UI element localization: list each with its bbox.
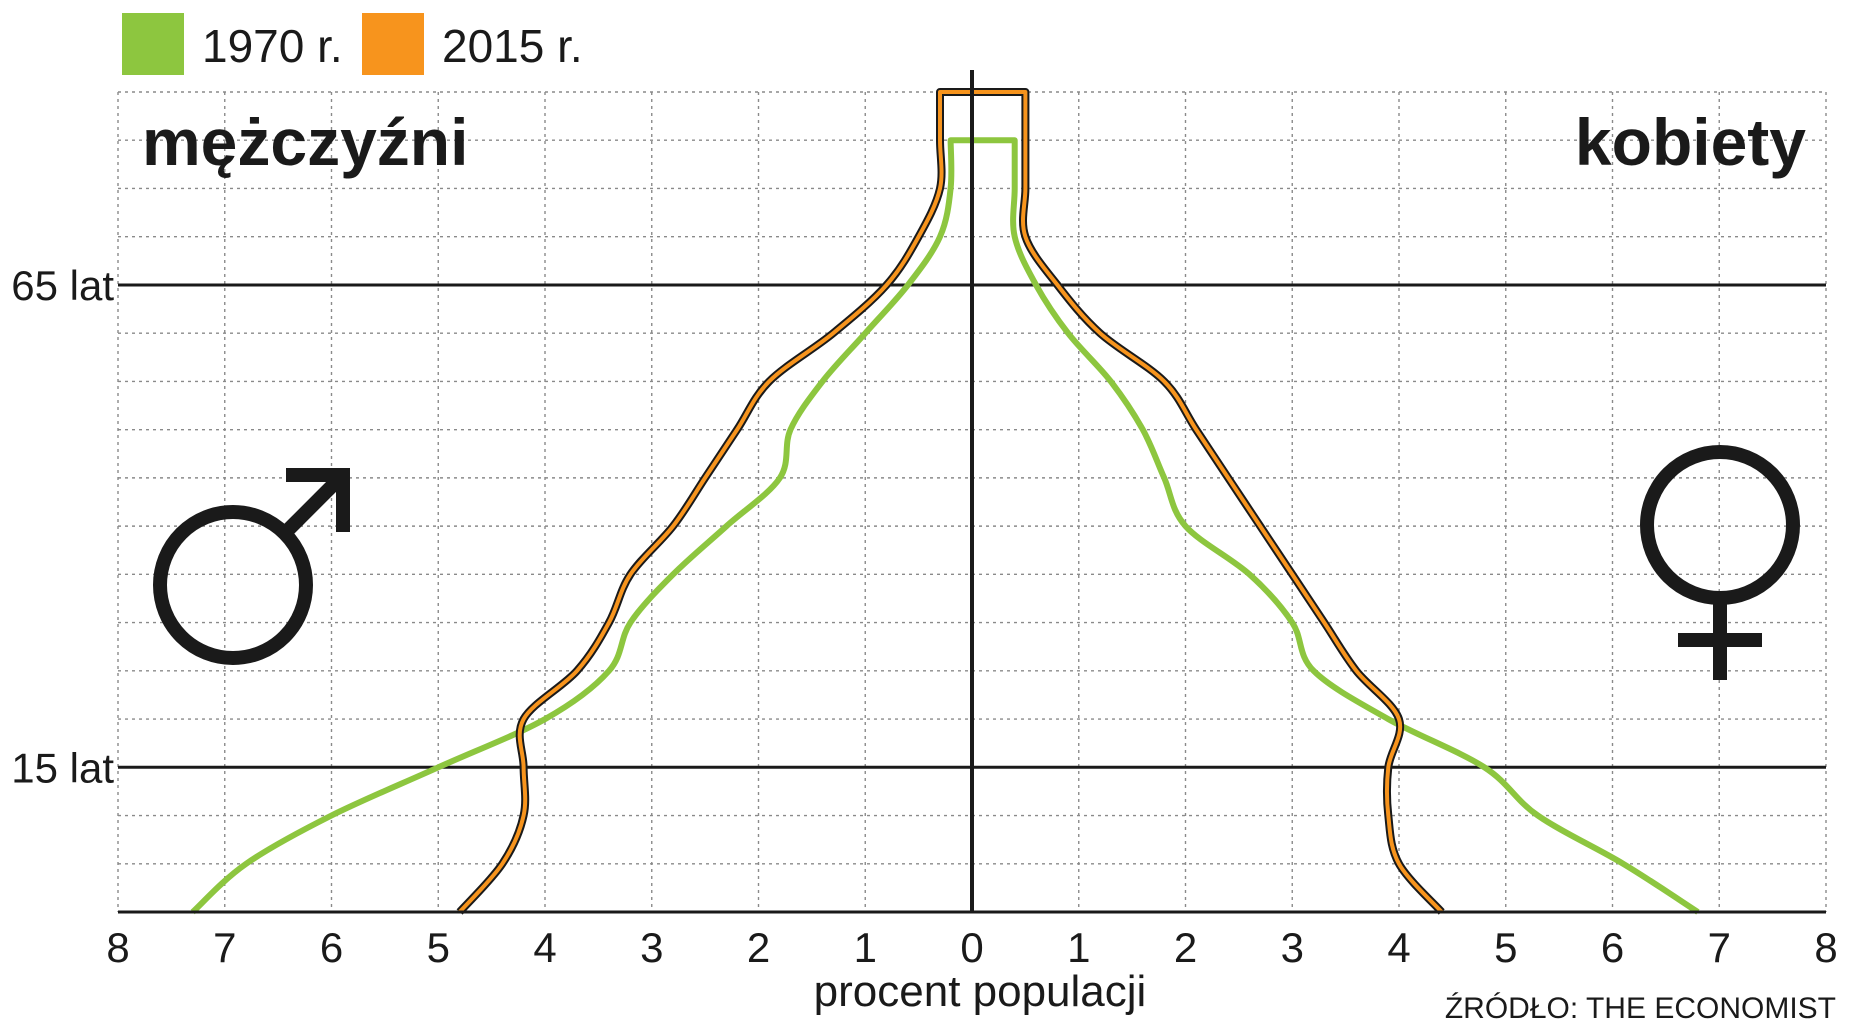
x-tick-labels: 8 7 6 5 4 3 2 1 0 1 2 3 4 5 6 7 8 bbox=[106, 924, 1837, 971]
x-tick-label: 0 bbox=[960, 924, 983, 971]
x-tick-label: 1 bbox=[1067, 924, 1090, 971]
x-tick-label: 4 bbox=[1387, 924, 1410, 971]
female-label: kobiety bbox=[1575, 105, 1806, 179]
y-tick-label: 15 lat bbox=[11, 744, 114, 791]
series-2015-outline-border bbox=[456, 88, 1445, 915]
legend: 1970 r. 2015 r. bbox=[122, 13, 583, 75]
x-tick-label: 5 bbox=[1494, 924, 1517, 971]
series-layer bbox=[190, 88, 1700, 915]
x-tick-label: 8 bbox=[106, 924, 129, 971]
legend-label-2015: 2015 r. bbox=[442, 20, 583, 72]
male-label: mężczyźni bbox=[142, 105, 468, 179]
source-note: ŹRÓDŁO: THE ECONOMIST bbox=[1445, 992, 1836, 1024]
male-symbol-icon bbox=[153, 468, 350, 665]
x-tick-label: 3 bbox=[1281, 924, 1304, 971]
x-tick-label: 2 bbox=[1174, 924, 1197, 971]
x-axis-title: procent populacji bbox=[814, 967, 1147, 1016]
legend-label-1970: 1970 r. bbox=[202, 20, 343, 72]
x-tick-label: 6 bbox=[320, 924, 343, 971]
x-tick-label: 2 bbox=[747, 924, 770, 971]
legend-swatch-1970 bbox=[122, 13, 184, 75]
x-tick-label: 7 bbox=[213, 924, 236, 971]
legend-swatch-2015 bbox=[362, 13, 424, 75]
x-tick-label: 1 bbox=[854, 924, 877, 971]
x-tick-label: 7 bbox=[1708, 924, 1731, 971]
female-symbol-icon bbox=[1640, 445, 1800, 680]
series-2015-line bbox=[458, 90, 1444, 914]
series-1970-line bbox=[190, 137, 1700, 915]
x-tick-label: 6 bbox=[1601, 924, 1624, 971]
y-tick-label: 65 lat bbox=[11, 262, 114, 309]
y-tick-labels: 15 lat 65 lat bbox=[11, 262, 114, 791]
x-tick-label: 5 bbox=[427, 924, 450, 971]
x-tick-label: 3 bbox=[640, 924, 663, 971]
x-tick-label: 8 bbox=[1814, 924, 1837, 971]
x-tick-label: 4 bbox=[533, 924, 556, 971]
